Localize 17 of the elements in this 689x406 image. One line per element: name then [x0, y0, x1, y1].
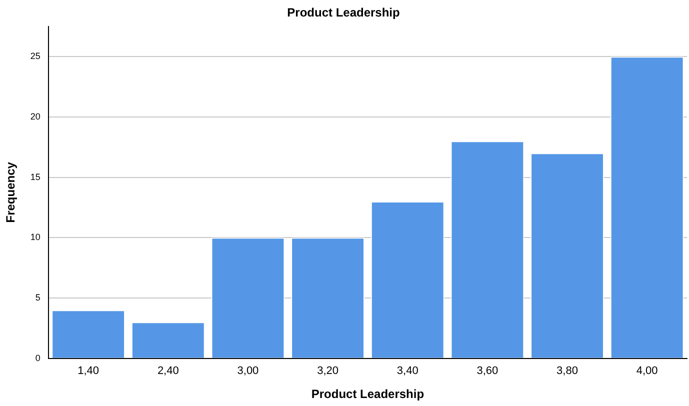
- x-tick-label: 1,40: [78, 365, 100, 378]
- y-tick-label: 10: [30, 232, 40, 242]
- y-tick-label: 5: [35, 292, 40, 303]
- y-tick-label: 15: [30, 172, 40, 182]
- y-axis-title: Frequency: [4, 162, 18, 223]
- y-tick-label: 20: [30, 111, 40, 122]
- x-tick-label: 3,00: [237, 365, 259, 378]
- x-tick-label: 4,00: [636, 365, 658, 378]
- x-tick-label: 3,20: [317, 365, 339, 378]
- y-tick-label: 25: [30, 51, 40, 62]
- x-tick-label: 2,40: [157, 365, 179, 378]
- chart-title: Product Leadership: [287, 6, 400, 20]
- y-tick-label: 0: [35, 352, 40, 363]
- x-tick-label: 3,40: [396, 365, 418, 378]
- x-axis-title: Product Leadership: [311, 387, 424, 402]
- x-tick-label: 3,80: [556, 365, 578, 378]
- x-tick-label: 3,60: [476, 365, 498, 378]
